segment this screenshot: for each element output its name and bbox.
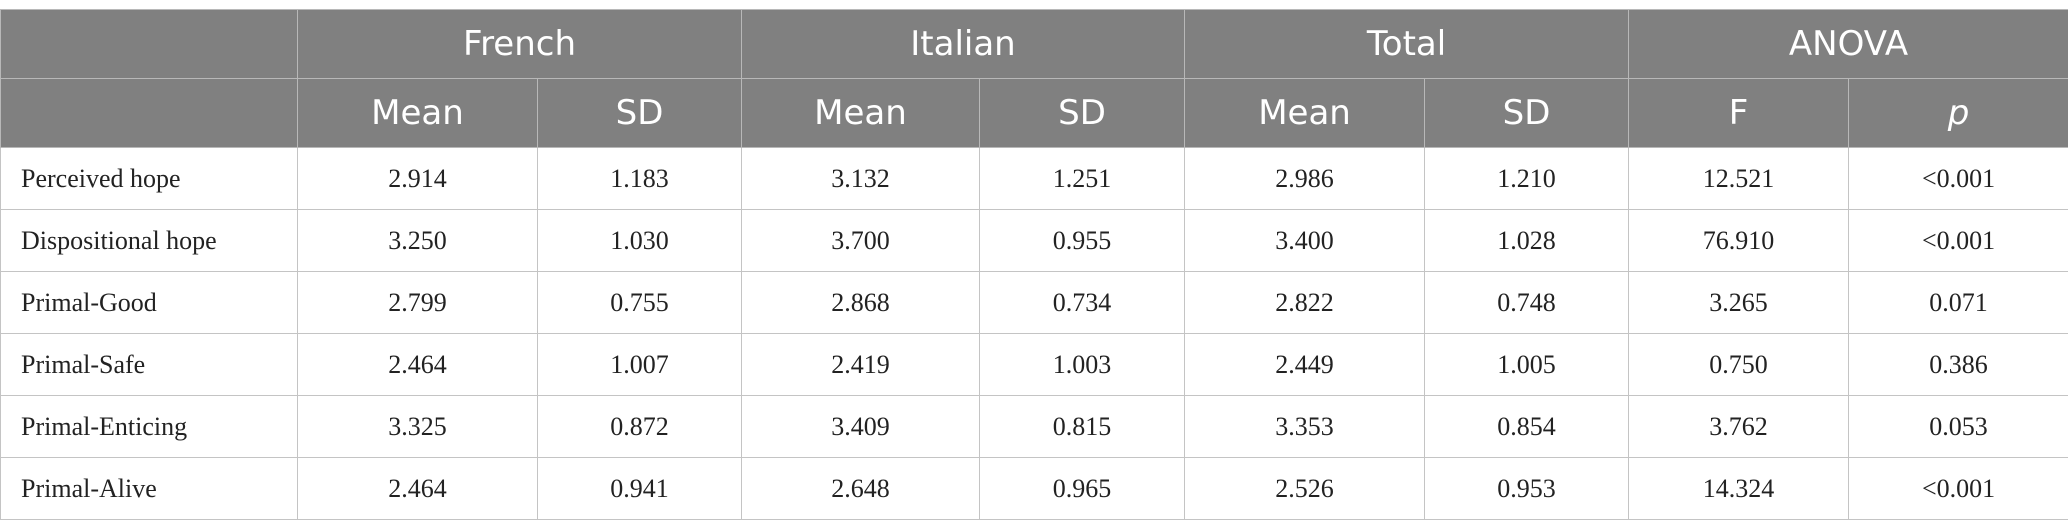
- cell: 0.053: [1848, 395, 2068, 458]
- cell: 3.132: [741, 147, 980, 210]
- cell: 2.648: [741, 457, 980, 520]
- cell: 2.914: [297, 147, 538, 210]
- cell: 2.449: [1184, 333, 1426, 396]
- cell: 2.464: [297, 333, 538, 396]
- cell: 2.464: [297, 457, 538, 520]
- cell: 0.734: [978, 271, 1186, 334]
- cell: 3.353: [1184, 395, 1426, 458]
- cell: 0.815: [978, 395, 1186, 458]
- data-table: French Italian Total ANOVA Mean SD Mean SD Mean S…: [0, 9, 2068, 520]
- group-header: Total: [1184, 9, 1630, 79]
- cell: 2.419: [741, 333, 980, 396]
- row-label: Perceived hope: [0, 147, 298, 210]
- cell: 0.953: [1424, 457, 1630, 520]
- cell: 1.030: [537, 209, 742, 272]
- cell: 3.700: [741, 209, 980, 272]
- table-row: Dispositional hope 3.250 1.030 3.700 0.955 3.…: [0, 209, 2068, 272]
- group-header: Italian: [740, 9, 1186, 79]
- cell: 3.265: [1628, 271, 1850, 334]
- table-row: Primal-Alive 2.464 0.941 2.648 0.965 2.526 0.9…: [0, 457, 2068, 520]
- cell: 14.324: [1628, 457, 1850, 520]
- cell: 1.210: [1424, 147, 1630, 210]
- cell: 3.400: [1184, 209, 1426, 272]
- cell: 2.986: [1184, 147, 1426, 210]
- cell: 76.910: [1628, 209, 1850, 272]
- cell: 0.872: [537, 395, 742, 458]
- cell: 2.799: [297, 271, 538, 334]
- subheader: SD: [537, 78, 742, 148]
- cell: 3.762: [1628, 395, 1850, 458]
- row-label: Primal-Enticing: [0, 395, 298, 458]
- cell: 1.007: [537, 333, 742, 396]
- cell: <0.001: [1848, 209, 2068, 272]
- cell: 12.521: [1628, 147, 1850, 210]
- row-label: Primal-Alive: [0, 457, 298, 520]
- cell: 1.028: [1424, 209, 1630, 272]
- table-row: Primal-Good 2.799 0.755 2.868 0.734 2.822 0.74…: [0, 271, 2068, 334]
- subheader: Mean: [1184, 78, 1426, 148]
- corner-cell: [0, 9, 298, 79]
- table-header: French Italian Total ANOVA Mean SD Mean SD Mean S…: [0, 9, 2068, 148]
- cell: <0.001: [1848, 457, 2068, 520]
- row-label: Dispositional hope: [0, 209, 298, 272]
- cell: 3.250: [297, 209, 538, 272]
- cell: 0.755: [537, 271, 742, 334]
- subheader: Mean: [741, 78, 980, 148]
- cell: 3.325: [297, 395, 538, 458]
- subheader: SD: [978, 78, 1186, 148]
- cell: 1.251: [978, 147, 1186, 210]
- cell: 2.868: [741, 271, 980, 334]
- cell: 0.748: [1424, 271, 1630, 334]
- group-header: ANOVA: [1628, 9, 2068, 79]
- table-row: Perceived hope 2.914 1.183 3.132 1.251 2.986 1…: [0, 147, 2068, 210]
- cell: 1.183: [537, 147, 742, 210]
- table-row: Primal-Safe 2.464 1.007 2.419 1.003 2.449 1.00…: [0, 333, 2068, 396]
- row-label: Primal-Good: [0, 271, 298, 334]
- cell: 2.822: [1184, 271, 1426, 334]
- cell: 1.005: [1424, 333, 1630, 396]
- group-header: French: [297, 9, 742, 79]
- cell: 0.941: [537, 457, 742, 520]
- cell: 0.955: [978, 209, 1186, 272]
- corner-cell: [0, 78, 298, 148]
- subheader: p: [1848, 78, 2068, 148]
- header-row: French Italian Total ANOVA: [0, 9, 2068, 79]
- row-label: Primal-Safe: [0, 333, 298, 396]
- table-body: Perceived hope 2.914 1.183 3.132 1.251 2.986 1…: [0, 147, 2068, 520]
- cell: 0.750: [1628, 333, 1850, 396]
- table-row: Primal-Enticing 3.325 0.872 3.409 0.815 3.353…: [0, 395, 2068, 458]
- cell: 2.526: [1184, 457, 1426, 520]
- cell: 0.386: [1848, 333, 2068, 396]
- cell: 1.003: [978, 333, 1186, 396]
- subheader: Mean: [297, 78, 538, 148]
- cell: 3.409: [741, 395, 980, 458]
- subheader: F: [1628, 78, 1850, 148]
- cell: <0.001: [1848, 147, 2068, 210]
- cell: 0.965: [978, 457, 1186, 520]
- cell: 0.854: [1424, 395, 1630, 458]
- cell: 0.071: [1848, 271, 2068, 334]
- subheader: SD: [1424, 78, 1630, 148]
